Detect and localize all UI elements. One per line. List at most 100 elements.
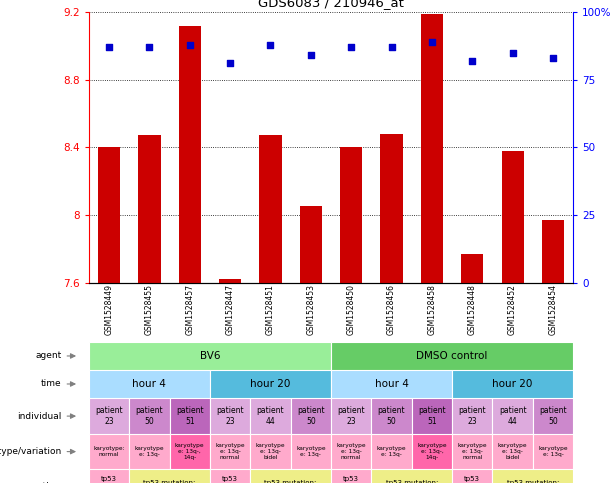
Point	[104, 43, 114, 51]
Bar	[129, 398, 170, 434]
Text: patient
51: patient 51	[176, 406, 204, 426]
Bar	[542, 220, 564, 283]
Bar	[492, 398, 533, 434]
Text: karyotype
e: 13q-,
14q-: karyotype e: 13q-, 14q-	[175, 443, 205, 460]
Bar	[461, 254, 484, 283]
Text: tp53 mutation:
WT: tp53 mutation: WT	[386, 480, 438, 483]
Bar	[533, 398, 573, 434]
Text: hour 4: hour 4	[132, 379, 166, 389]
Text: BV6: BV6	[200, 351, 220, 361]
Bar	[129, 469, 210, 483]
Point	[467, 57, 477, 65]
Text: tp53 mutation:
WT: tp53 mutation: WT	[506, 480, 559, 483]
Bar	[340, 147, 362, 283]
Bar	[492, 434, 533, 469]
Bar	[371, 469, 452, 483]
Bar	[291, 434, 331, 469]
Bar	[412, 398, 452, 434]
Text: karyotype
e: 13q-
normal: karyotype e: 13q- normal	[457, 443, 487, 460]
Text: tp53
mutation
: MUT: tp53 mutation : MUT	[93, 476, 125, 483]
Text: patient
51: patient 51	[418, 406, 446, 426]
Bar	[452, 469, 492, 483]
Text: genotype/variation: genotype/variation	[0, 447, 62, 456]
Bar	[89, 398, 129, 434]
Bar	[452, 398, 492, 434]
Text: patient
44: patient 44	[499, 406, 527, 426]
Bar	[291, 398, 331, 434]
Point	[225, 59, 235, 67]
Bar	[300, 207, 322, 283]
Bar	[98, 147, 120, 283]
Bar	[89, 342, 331, 370]
Bar	[533, 434, 573, 469]
Text: hour 4: hour 4	[375, 379, 408, 389]
Bar	[250, 398, 291, 434]
Text: other: other	[37, 482, 62, 483]
Bar	[210, 434, 250, 469]
Text: karyotype:
normal: karyotype: normal	[93, 446, 125, 457]
Bar	[492, 469, 573, 483]
Point	[548, 54, 558, 62]
Bar	[250, 434, 291, 469]
Point	[427, 38, 437, 46]
Bar	[452, 434, 492, 469]
Bar	[331, 469, 371, 483]
Bar	[250, 469, 331, 483]
Text: karyotype
e: 13q-: karyotype e: 13q-	[135, 446, 164, 457]
Bar	[331, 342, 573, 370]
Text: patient
23: patient 23	[459, 406, 486, 426]
Text: tp53
mutation
: MUT: tp53 mutation : MUT	[335, 476, 367, 483]
Text: agent: agent	[36, 352, 62, 360]
Text: karyotype
e: 13q-
bidel: karyotype e: 13q- bidel	[256, 443, 285, 460]
Text: karyotype
e: 13q-,
14q-: karyotype e: 13q-, 14q-	[417, 443, 447, 460]
Bar	[331, 434, 371, 469]
Bar	[371, 398, 412, 434]
Bar	[331, 370, 452, 398]
Text: patient
44: patient 44	[257, 406, 284, 426]
Text: hour 20: hour 20	[492, 379, 533, 389]
Bar	[331, 398, 371, 434]
Text: karyotype
e: 13q-: karyotype e: 13q-	[538, 446, 568, 457]
Bar	[381, 134, 403, 283]
Bar	[219, 279, 242, 283]
Point	[387, 43, 397, 51]
Text: patient
50: patient 50	[297, 406, 325, 426]
Text: tp53
mutation
: MUT: tp53 mutation : MUT	[457, 476, 488, 483]
Bar	[210, 398, 250, 434]
Bar	[89, 434, 129, 469]
Text: karyotype
e: 13q-
normal: karyotype e: 13q- normal	[337, 443, 366, 460]
Bar	[421, 14, 443, 283]
Bar	[178, 26, 201, 283]
Title: GDS6083 / 210946_at: GDS6083 / 210946_at	[258, 0, 404, 10]
Bar	[89, 469, 129, 483]
Point	[306, 52, 316, 59]
Text: patient
50: patient 50	[539, 406, 567, 426]
Bar	[412, 434, 452, 469]
Bar	[452, 370, 573, 398]
Bar	[210, 370, 331, 398]
Bar	[129, 434, 170, 469]
Bar	[139, 136, 161, 283]
Text: time: time	[41, 380, 62, 388]
Bar	[210, 469, 250, 483]
Bar	[89, 370, 210, 398]
Point	[346, 43, 356, 51]
Text: patient
50: patient 50	[135, 406, 163, 426]
Text: hour 20: hour 20	[250, 379, 291, 389]
Text: karyotype
e: 13q-: karyotype e: 13q-	[377, 446, 406, 457]
Bar	[170, 434, 210, 469]
Text: patient
23: patient 23	[95, 406, 123, 426]
Text: patient
50: patient 50	[378, 406, 405, 426]
Point	[265, 41, 275, 48]
Text: patient
23: patient 23	[216, 406, 244, 426]
Text: tp53 mutation:
WT: tp53 mutation: WT	[264, 480, 317, 483]
Text: karyotype
e: 13q-
normal: karyotype e: 13q- normal	[215, 443, 245, 460]
Text: tp53
mutation
: MUT: tp53 mutation : MUT	[215, 476, 246, 483]
Point	[145, 43, 154, 51]
Point	[185, 41, 195, 48]
Text: karyotype
e: 13q-: karyotype e: 13q-	[296, 446, 326, 457]
Point	[508, 49, 517, 57]
Text: DMSO control: DMSO control	[416, 351, 488, 361]
Bar	[371, 434, 412, 469]
Text: karyotype
e: 13q-
bidel: karyotype e: 13q- bidel	[498, 443, 527, 460]
